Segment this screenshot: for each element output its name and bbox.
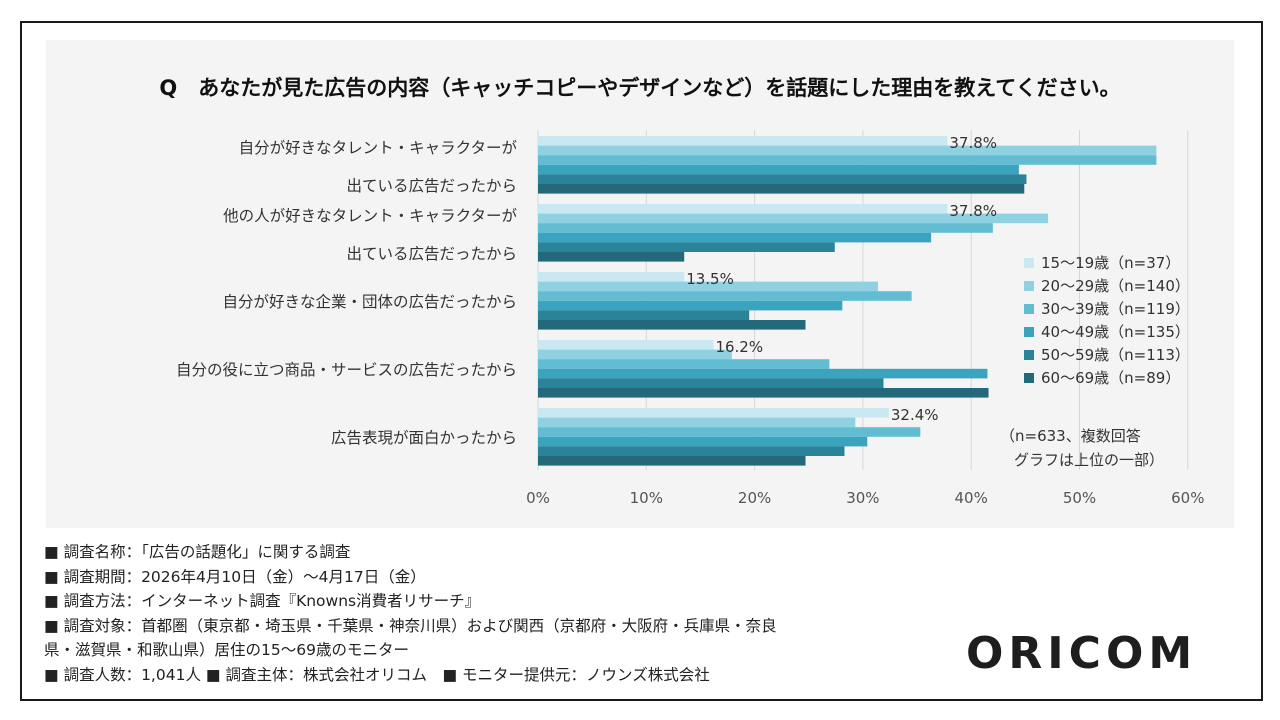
bar bbox=[538, 340, 714, 350]
x-tick-label: 20% bbox=[738, 489, 771, 507]
bar bbox=[538, 213, 1049, 224]
x-tick-label: 10% bbox=[630, 489, 663, 507]
x-tick-label: 40% bbox=[955, 489, 988, 507]
bar bbox=[538, 300, 843, 311]
bar bbox=[538, 320, 806, 330]
legend-swatch bbox=[1024, 373, 1034, 383]
footer-line: ■ 調査名称：「広告の話題化」に関する調査 bbox=[44, 543, 351, 561]
bar bbox=[538, 155, 1157, 165]
legend-label: 40～49歳（n=135） bbox=[1041, 323, 1190, 341]
category-label: 自分の役に立つ商品・サービスの広告だったから bbox=[176, 361, 517, 379]
survey-footer: ■ 調査名称：「広告の話題化」に関する調査 ■ 調査期間：2026年4月10日（… bbox=[44, 540, 944, 688]
bar bbox=[538, 232, 932, 243]
sample-note: （n=633、複数回答 グラフは上位の一部） bbox=[1000, 424, 1164, 472]
footer-line: ■ 調査人数：1,041人 ■ 調査主体：株式会社オリコム ■ モニター提供元：… bbox=[44, 665, 710, 684]
bar bbox=[538, 427, 921, 437]
legend-label: 50～59歳（n=113） bbox=[1041, 346, 1190, 364]
category-label: 自分が好きなタレント・キャラクターが bbox=[239, 139, 518, 157]
sample-note-line-2: グラフは上位の一部） bbox=[1014, 451, 1165, 469]
x-tick-label: 60% bbox=[1171, 489, 1204, 507]
x-tick-label: 30% bbox=[846, 489, 879, 507]
x-tick-label: 50% bbox=[1063, 489, 1096, 507]
category-label: 出ている広告だったから bbox=[346, 177, 517, 195]
bar bbox=[538, 446, 845, 456]
legend-label: 20～29歳（n=140） bbox=[1041, 277, 1190, 295]
bar bbox=[538, 281, 879, 292]
bar bbox=[538, 436, 868, 447]
bar bbox=[538, 242, 835, 252]
bar bbox=[538, 408, 889, 418]
bar bbox=[538, 145, 1157, 156]
data-label: 37.8% bbox=[949, 134, 997, 152]
bar bbox=[538, 368, 988, 379]
legend-swatch bbox=[1024, 258, 1034, 268]
category-label: 自分が好きな企業・団体の広告だったから bbox=[222, 293, 517, 311]
bar bbox=[538, 174, 1027, 184]
bar bbox=[538, 456, 806, 466]
data-label: 13.5% bbox=[686, 270, 734, 288]
bar bbox=[538, 252, 685, 262]
bar bbox=[538, 349, 732, 360]
category-label: 他の人が好きなタレント・キャラクターが bbox=[223, 207, 517, 225]
bar bbox=[538, 136, 948, 146]
bar bbox=[538, 272, 685, 282]
footer-line: ■ 調査期間：2026年4月10日（金）～4月17日（金） bbox=[44, 567, 426, 586]
bar bbox=[538, 184, 1025, 194]
sample-note-line-1: （n=633、複数回答 bbox=[1000, 427, 1141, 445]
legend-swatch bbox=[1024, 350, 1034, 360]
chart-title: Q あなたが見た広告の内容（キャッチコピーやデザインなど）を話題にした理由を教え… bbox=[159, 76, 1121, 100]
legend-swatch bbox=[1024, 304, 1034, 314]
bar bbox=[538, 223, 993, 233]
data-label: 16.2% bbox=[715, 338, 763, 356]
bar bbox=[538, 388, 989, 398]
legend-swatch bbox=[1024, 281, 1034, 291]
category-label: 出ている広告だったから bbox=[346, 245, 517, 263]
outer-frame bbox=[20, 21, 1263, 701]
footer-line: ■ 調査方法：インターネット調査『Knowns消費者リサーチ』 bbox=[44, 592, 481, 611]
category-label: 広告表現が面白かったから bbox=[331, 429, 517, 447]
oricom-logo: ORICOM bbox=[966, 628, 1198, 679]
bar bbox=[538, 417, 856, 428]
data-label: 32.4% bbox=[891, 406, 939, 424]
footer-line: ■ 調査対象：首都圏（東京都・埼玉県・千葉県・神奈川県）および関西（京都府・大阪… bbox=[44, 616, 777, 635]
legend-label: 60～69歳（n=89） bbox=[1041, 369, 1180, 387]
bar bbox=[538, 291, 912, 301]
x-tick-label: 0% bbox=[526, 489, 550, 507]
legend-swatch bbox=[1024, 327, 1034, 337]
bar bbox=[538, 204, 948, 214]
data-label: 37.8% bbox=[949, 202, 997, 220]
legend-label: 30～39歳（n=119） bbox=[1041, 300, 1190, 318]
bar bbox=[538, 164, 1019, 175]
legend-label: 15～19歳（n=37） bbox=[1041, 254, 1180, 272]
footer-line: 県・滋賀県・和歌山県）居住の15～69歳のモニター bbox=[44, 641, 409, 660]
bar bbox=[538, 310, 750, 320]
bar bbox=[538, 378, 884, 388]
bar bbox=[538, 359, 830, 369]
